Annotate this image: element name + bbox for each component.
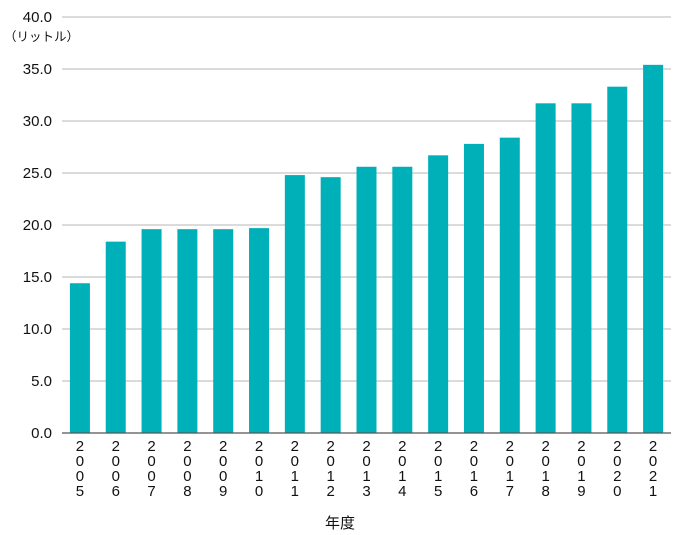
bar-2012 [320,177,341,433]
bar-2018 [535,103,556,433]
bar-2006 [105,241,126,433]
y-tick-label: 40.0 [23,9,52,26]
bar-2020 [607,86,628,434]
bar-2017 [499,137,520,433]
bar-2011 [284,175,305,433]
bar-2008 [177,229,198,433]
y-tick-label: 30.0 [23,113,52,130]
x-axis-title: 年度 [324,515,355,532]
bar-2010 [249,228,270,433]
y-axis-unit-label: （リットル） [4,30,80,44]
bar-2013 [356,166,377,433]
y-tick-label: 35.0 [23,61,52,78]
bar-2015 [428,155,449,433]
bar-2007 [141,229,162,433]
y-tick-label: 25.0 [23,165,52,182]
bar-2009 [213,229,234,433]
y-tick-label: 20.0 [23,217,52,234]
bar-2014 [392,166,413,433]
bar-2005 [69,283,90,433]
bar-2021 [643,64,664,433]
y-tick-label: 15.0 [23,269,52,286]
y-tick-label: 0.0 [31,425,52,442]
y-tick-label: 10.0 [23,321,52,338]
bar-2019 [571,103,592,433]
bar-2016 [463,143,484,433]
y-tick-label: 5.0 [31,373,52,390]
